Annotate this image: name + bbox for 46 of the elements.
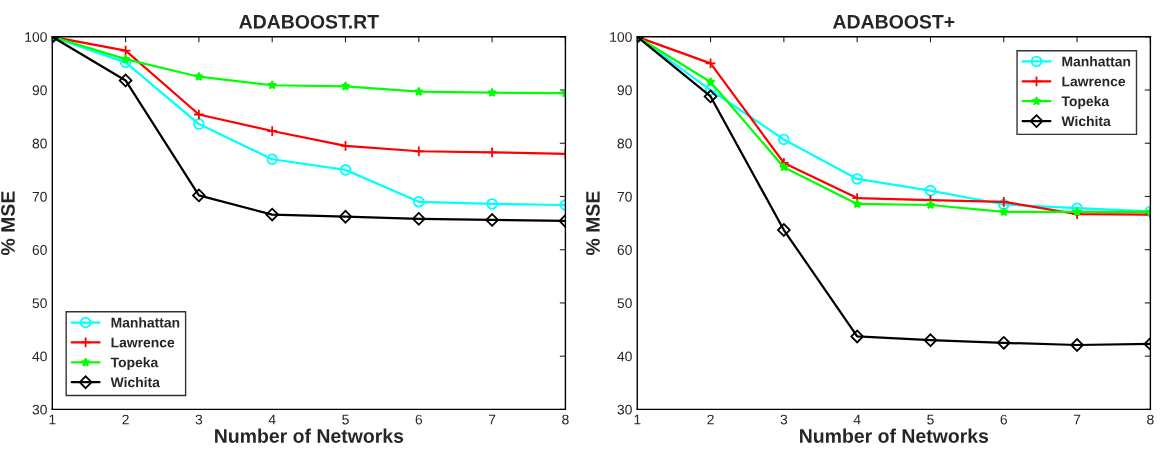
x-tick-label: 5 bbox=[342, 414, 349, 425]
x-tick-label: 3 bbox=[780, 414, 788, 425]
y-tick-label: 90 bbox=[617, 85, 632, 96]
legend-label: Lawrence bbox=[1062, 76, 1126, 87]
y-tick-label: 50 bbox=[617, 298, 632, 309]
y-tick-label: 100 bbox=[610, 32, 632, 42]
y-tick-label: 30 bbox=[617, 404, 632, 415]
chart-title: ADABOOST.RT bbox=[239, 14, 379, 29]
y-axis-title: % MSE bbox=[1, 191, 15, 256]
legend-label: Wichita bbox=[110, 377, 160, 388]
x-axis-title: Number of Networks bbox=[800, 428, 989, 443]
x-tick-label: 7 bbox=[488, 414, 496, 425]
y-tick-label: 80 bbox=[32, 138, 47, 149]
x-tick-label: 6 bbox=[415, 414, 423, 425]
x-tick-label: 2 bbox=[707, 414, 714, 425]
y-tick-label: 60 bbox=[617, 245, 632, 255]
y-tick-label: 70 bbox=[617, 191, 632, 202]
x-tick-label: 8 bbox=[562, 414, 569, 425]
legend-label: Lawrence bbox=[111, 337, 175, 348]
y-tick-label: 50 bbox=[32, 298, 47, 309]
x-tick-label: 5 bbox=[927, 414, 934, 425]
legend-label: Manhattan bbox=[1062, 56, 1131, 67]
x-tick-label: 6 bbox=[1000, 414, 1008, 425]
y-tick-label: 100 bbox=[25, 32, 47, 42]
x-axis-title: Number of Networks bbox=[215, 428, 404, 443]
y-tick-label: 30 bbox=[32, 404, 47, 415]
x-tick-label: 1 bbox=[49, 414, 56, 425]
y-tick-label: 70 bbox=[32, 191, 47, 202]
y-tick-label: 40 bbox=[32, 351, 47, 362]
legend-label: Topeka bbox=[110, 357, 159, 371]
legend-label: Wichita bbox=[1061, 115, 1111, 127]
x-tick-label: 2 bbox=[122, 414, 129, 425]
y-tick-label: 60 bbox=[32, 245, 47, 255]
legend-label: Topeka bbox=[1061, 96, 1110, 109]
y-tick-label: 80 bbox=[617, 138, 632, 149]
x-tick-label: 3 bbox=[195, 414, 203, 425]
x-tick-label: 4 bbox=[268, 414, 276, 425]
y-axis-title: % MSE bbox=[586, 191, 600, 256]
x-tick-label: 4 bbox=[853, 414, 861, 425]
x-tick-label: 1 bbox=[634, 414, 641, 425]
y-tick-label: 40 bbox=[617, 351, 632, 362]
legend-label: Manhattan bbox=[111, 317, 180, 328]
x-tick-label: 7 bbox=[1073, 414, 1081, 425]
chart-title: ADABOOST+ bbox=[832, 14, 955, 29]
y-tick-label: 90 bbox=[32, 85, 47, 96]
x-tick-label: 8 bbox=[1147, 414, 1154, 425]
